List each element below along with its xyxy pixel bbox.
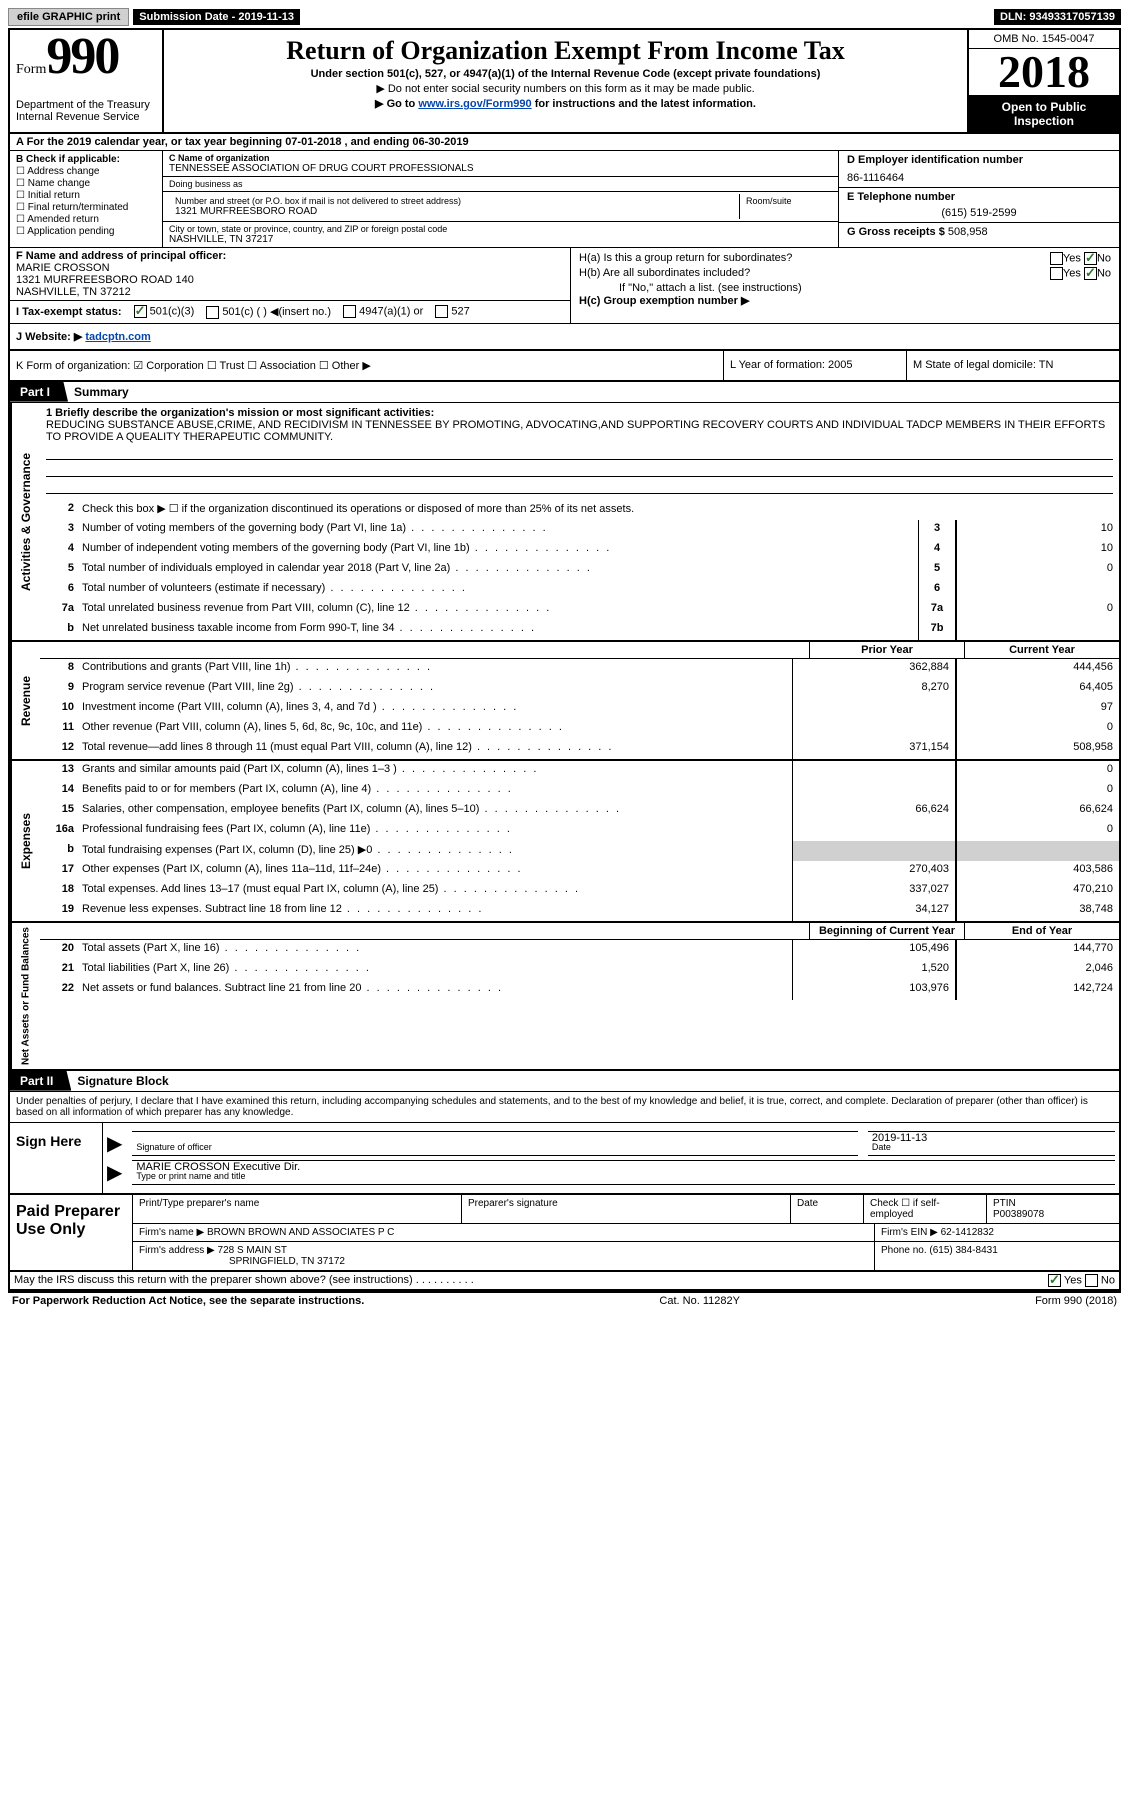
tax-year: 2018 [969,49,1119,96]
header-center: Return of Organization Exempt From Incom… [164,30,967,132]
discuss-yes-checkbox [1048,1274,1061,1287]
data-row: 17 Other expenses (Part IX, column (A), … [40,861,1119,881]
sign-here-label: Sign Here [10,1123,103,1193]
gov-row: b Net unrelated business taxable income … [40,620,1119,640]
gross-receipts: 508,958 [948,226,988,238]
city-state-zip: NASHVILLE, TN 37217 [169,234,832,245]
irs-link[interactable]: www.irs.gov/Form990 [418,98,531,110]
data-row: 10 Investment income (Part VIII, column … [40,699,1119,719]
ha-no-checkbox [1084,252,1097,265]
org-name: TENNESSEE ASSOCIATION OF DRUG COURT PROF… [169,163,832,174]
data-row: 15 Salaries, other compensation, employe… [40,801,1119,821]
ein: 86-1116464 [847,172,1111,184]
data-row: 16a Professional fundraising fees (Part … [40,821,1119,841]
form-title: Return of Organization Exempt From Incom… [172,36,959,66]
open-inspection: Open to Public Inspection [969,96,1119,132]
data-row: 19 Revenue less expenses. Subtract line … [40,901,1119,921]
section-f-i: F Name and address of principal officer:… [10,248,571,323]
line-l: L Year of formation: 2005 [724,351,907,380]
phone: (615) 519-2599 [847,207,1111,219]
dept-treasury: Department of the Treasury Internal Reve… [16,99,156,123]
firm-name: BROWN BROWN AND ASSOCIATES P C [207,1227,394,1238]
form-990: Form990 Department of the Treasury Inter… [8,28,1121,1293]
section-c: C Name of organization TENNESSEE ASSOCIA… [163,151,838,247]
data-row: b Total fundraising expenses (Part IX, c… [40,841,1119,861]
gov-row: 5 Total number of individuals employed i… [40,560,1119,580]
data-row: 21 Total liabilities (Part X, line 26) 1… [40,960,1119,980]
part-2-header: Part II Signature Block [10,1071,1119,1092]
header-right: OMB No. 1545-0047 2018 Open to Public In… [967,30,1119,132]
discuss-no-checkbox [1085,1274,1098,1287]
gov-row: 3 Number of voting members of the govern… [40,520,1119,540]
part-1-header: Part I Summary [10,382,1119,403]
line-j: J Website: ▶ tadcptn.com [10,324,1119,351]
website-link[interactable]: tadcptn.com [85,331,150,343]
side-governance: Activities & Governance [10,403,40,640]
side-revenue: Revenue [10,642,40,759]
dln: DLN: 93493317057139 [994,9,1121,25]
mission-text: REDUCING SUBSTANCE ABUSE,CRIME, AND RECI… [46,419,1113,443]
data-row: 8 Contributions and grants (Part VIII, l… [40,659,1119,679]
gov-row: 4 Number of independent voting members o… [40,540,1119,560]
501c3-checkbox [134,305,147,318]
header-left: Form990 Department of the Treasury Inter… [10,30,164,132]
section-b: B Check if applicable: ☐ Address change … [10,151,163,247]
form-footer: Form 990 (2018) [1035,1295,1117,1307]
preparer-phone: (615) 384-8431 [929,1245,997,1256]
side-expenses: Expenses [10,761,40,921]
pra-notice: For Paperwork Reduction Act Notice, see … [12,1295,364,1307]
data-row: 20 Total assets (Part X, line 16) 105,49… [40,940,1119,960]
data-row: 13 Grants and similar amounts paid (Part… [40,761,1119,781]
data-row: 14 Benefits paid to or for members (Part… [40,781,1119,801]
street-address: 1321 MURFREESBORO ROAD [175,206,733,217]
gov-row: 7a Total unrelated business revenue from… [40,600,1119,620]
efile-label: efile GRAPHIC print [8,8,129,26]
section-h: H(a) Is this a group return for subordin… [571,248,1119,323]
perjury-statement: Under penalties of perjury, I declare th… [10,1092,1119,1122]
side-net-assets: Net Assets or Fund Balances [10,923,40,1069]
data-row: 22 Net assets or fund balances. Subtract… [40,980,1119,1000]
line-m: M State of legal domicile: TN [907,351,1119,380]
ptin: P00389078 [993,1209,1113,1220]
data-row: 11 Other revenue (Part VIII, column (A),… [40,719,1119,739]
line-a: A For the 2019 calendar year, or tax yea… [10,134,1119,151]
submission-date: Submission Date - 2019-11-13 [133,9,300,25]
data-row: 9 Program service revenue (Part VIII, li… [40,679,1119,699]
gov-row: 6 Total number of volunteers (estimate i… [40,580,1119,600]
firm-ein: 62-1412832 [941,1227,994,1238]
section-deg: D Employer identification number 86-1116… [838,151,1119,247]
hb-no-checkbox [1084,267,1097,280]
data-row: 12 Total revenue—add lines 8 through 11 … [40,739,1119,759]
top-toolbar: efile GRAPHIC print Submission Date - 20… [8,8,1121,26]
cat-no: Cat. No. 11282Y [659,1295,740,1307]
officer-name: MARIE CROSSON Executive Dir. [136,1161,300,1173]
paid-preparer-label: Paid Preparer Use Only [10,1195,133,1270]
data-row: 18 Total expenses. Add lines 13–17 (must… [40,881,1119,901]
line-k: K Form of organization: ☑ Corporation ☐ … [10,351,724,380]
